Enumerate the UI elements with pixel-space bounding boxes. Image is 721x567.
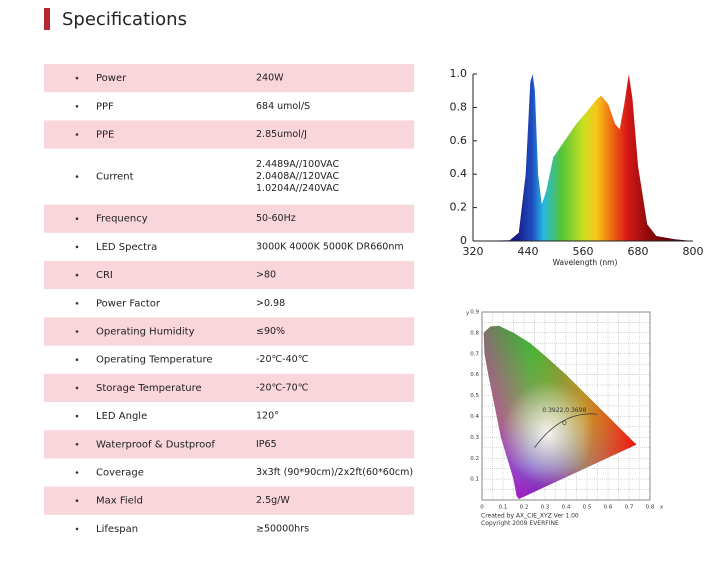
spec-value: 2.0408A//120VAC <box>256 171 339 182</box>
spec-value: 2.85umol/J <box>256 129 307 140</box>
y-tick-label: 0.3 <box>470 435 479 441</box>
spec-label: Frequency <box>96 214 148 225</box>
spec-value: 684 umol/S <box>256 101 310 112</box>
bullet <box>75 471 79 474</box>
x-tick-label: 0.4 <box>562 505 571 511</box>
x-tick-label: 320 <box>463 245 484 258</box>
chromaticity-area <box>483 325 637 499</box>
spec-value: 50-60Hz <box>256 213 296 224</box>
x-tick-label: 0.1 <box>499 505 508 511</box>
spec-value: 2.4489A//100VAC <box>256 159 339 170</box>
bullet <box>75 133 79 136</box>
spectrum-shape <box>473 74 693 241</box>
row-bg <box>44 317 414 346</box>
credit: Copyright 2009 EVERFINE <box>481 520 559 527</box>
row-bg <box>44 204 414 233</box>
bullet <box>75 302 79 305</box>
credit: Created by AX_CIE_XYZ Ver 1.00 <box>481 513 579 520</box>
bullet <box>75 414 79 418</box>
row-bg <box>44 486 414 515</box>
spec-value: 2.5g/W <box>256 495 290 506</box>
spec-label: Max Field <box>96 496 143 507</box>
y-tick-label: 0.2 <box>450 201 468 214</box>
row-bg <box>44 120 414 149</box>
y-tick-label: 0.6 <box>470 372 479 378</box>
point-label: 0.3922,0.3698 <box>542 407 586 414</box>
row-bg <box>44 373 414 402</box>
x-axis-name: x <box>660 505 664 511</box>
x-tick-label: 0.3 <box>541 505 550 511</box>
row-bg <box>44 430 414 459</box>
y-tick-label: 0.5 <box>470 393 479 399</box>
y-tick-label: 1.0 <box>450 67 468 80</box>
spec-value: 3000K 4000K 5000K DR660nm <box>256 241 404 252</box>
x-tick-label: 0.8 <box>646 505 655 511</box>
row-bg <box>44 261 414 290</box>
spec-label: LED Angle <box>96 411 147 422</box>
spec-value: IP65 <box>256 439 277 450</box>
x-tick-label: 680 <box>628 245 649 258</box>
spec-value: ≥50000hrs <box>256 523 309 534</box>
bullet <box>75 527 79 531</box>
spec-label: Power <box>96 73 127 84</box>
spec-label: CRI <box>96 270 113 281</box>
y-tick-label: 0.8 <box>450 100 468 113</box>
y-axis-name: y <box>466 311 470 317</box>
x-tick-label: 560 <box>573 245 594 258</box>
spec-label: Power Factor <box>96 298 161 309</box>
bullet <box>75 245 79 249</box>
x-tick-label: 0.7 <box>625 505 634 511</box>
bullet <box>75 358 79 362</box>
title: Specifications <box>62 9 187 30</box>
point <box>562 420 567 425</box>
spec-label: LED Spectra <box>96 242 157 253</box>
bullet <box>75 217 79 220</box>
spec-label: Current <box>96 172 134 183</box>
spec-label: Storage Temperature <box>96 383 202 394</box>
y-tick-label: 0.4 <box>450 167 468 180</box>
bullet <box>75 499 79 503</box>
x-tick-label: 0.6 <box>604 505 613 511</box>
spec-value: -20℃-70℃ <box>256 382 309 393</box>
title-bar <box>44 8 50 30</box>
spec-label: Operating Temperature <box>96 355 213 366</box>
bullet <box>75 386 79 390</box>
spec-label: Operating Humidity <box>96 327 195 338</box>
x-tick-label: 0.2 <box>520 505 529 511</box>
y-tick-label: 0.4 <box>470 414 479 420</box>
y-tick-label: 0.7 <box>470 351 479 357</box>
spec-value: >0.98 <box>256 298 285 309</box>
row-bg <box>44 64 414 93</box>
y-tick-label: 0.9 <box>470 310 479 316</box>
spec-value: 3x3ft (90*90cm)/2x2ft(60*60cm) <box>256 467 413 478</box>
spec-value: >80 <box>256 270 276 281</box>
spec-value: -20℃-40℃ <box>256 354 309 365</box>
spec-value: 240W <box>256 73 284 84</box>
x-tick-label: 800 <box>683 245 704 258</box>
y-tick-label: 0.1 <box>470 477 479 483</box>
x-tick-label: 0 <box>480 505 484 511</box>
x-axis-label: Wavelength (nm) <box>553 258 618 267</box>
bullet <box>75 330 79 333</box>
bullet <box>75 76 79 80</box>
x-tick-label: 440 <box>518 245 539 258</box>
y-tick-label: 0 <box>460 234 467 247</box>
spec-label: Waterproof & Dustproof <box>96 439 215 450</box>
y-tick-label: 0.8 <box>470 330 479 336</box>
bullet <box>75 443 79 446</box>
bullet <box>75 273 79 277</box>
spec-label: PPE <box>96 130 114 141</box>
bullet <box>75 105 79 108</box>
spec-label: PPF <box>96 101 114 112</box>
bullet <box>75 175 79 178</box>
spec-value: ≤90% <box>256 326 285 337</box>
y-tick-label: 0.2 <box>470 456 479 462</box>
spec-value: 120° <box>256 411 279 422</box>
y-tick-label: 0.6 <box>450 134 468 147</box>
spec-value: 1.0204A//240VAC <box>256 183 339 194</box>
spec-label: Lifespan <box>96 524 138 535</box>
x-tick-label: 0.5 <box>583 505 592 511</box>
spec-label: Coverage <box>96 468 144 479</box>
